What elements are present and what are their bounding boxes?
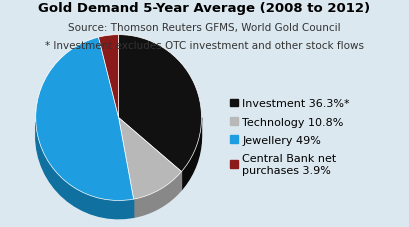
Wedge shape: [99, 35, 119, 118]
Wedge shape: [119, 118, 182, 199]
Text: Source: Thomson Reuters GFMS, World Gold Council: Source: Thomson Reuters GFMS, World Gold…: [68, 23, 341, 33]
Wedge shape: [119, 35, 202, 172]
Wedge shape: [99, 54, 119, 136]
Wedge shape: [36, 38, 134, 201]
Polygon shape: [134, 172, 182, 217]
Wedge shape: [119, 54, 202, 190]
Wedge shape: [36, 56, 134, 219]
Legend: Investment 36.3%*, Technology 10.8%, Jewellery 49%, Central Bank net
purchases 3: Investment 36.3%*, Technology 10.8%, Jew…: [230, 99, 350, 175]
Wedge shape: [36, 38, 134, 201]
Wedge shape: [99, 35, 119, 118]
Wedge shape: [119, 35, 202, 172]
Wedge shape: [119, 118, 182, 199]
Polygon shape: [36, 123, 134, 219]
Wedge shape: [119, 136, 182, 217]
Polygon shape: [182, 118, 202, 190]
Text: Gold Demand 5-Year Average (2008 to 2012): Gold Demand 5-Year Average (2008 to 2012…: [38, 2, 371, 15]
Text: * Investment excludes OTC investment and other stock flows: * Investment excludes OTC investment and…: [45, 41, 364, 51]
